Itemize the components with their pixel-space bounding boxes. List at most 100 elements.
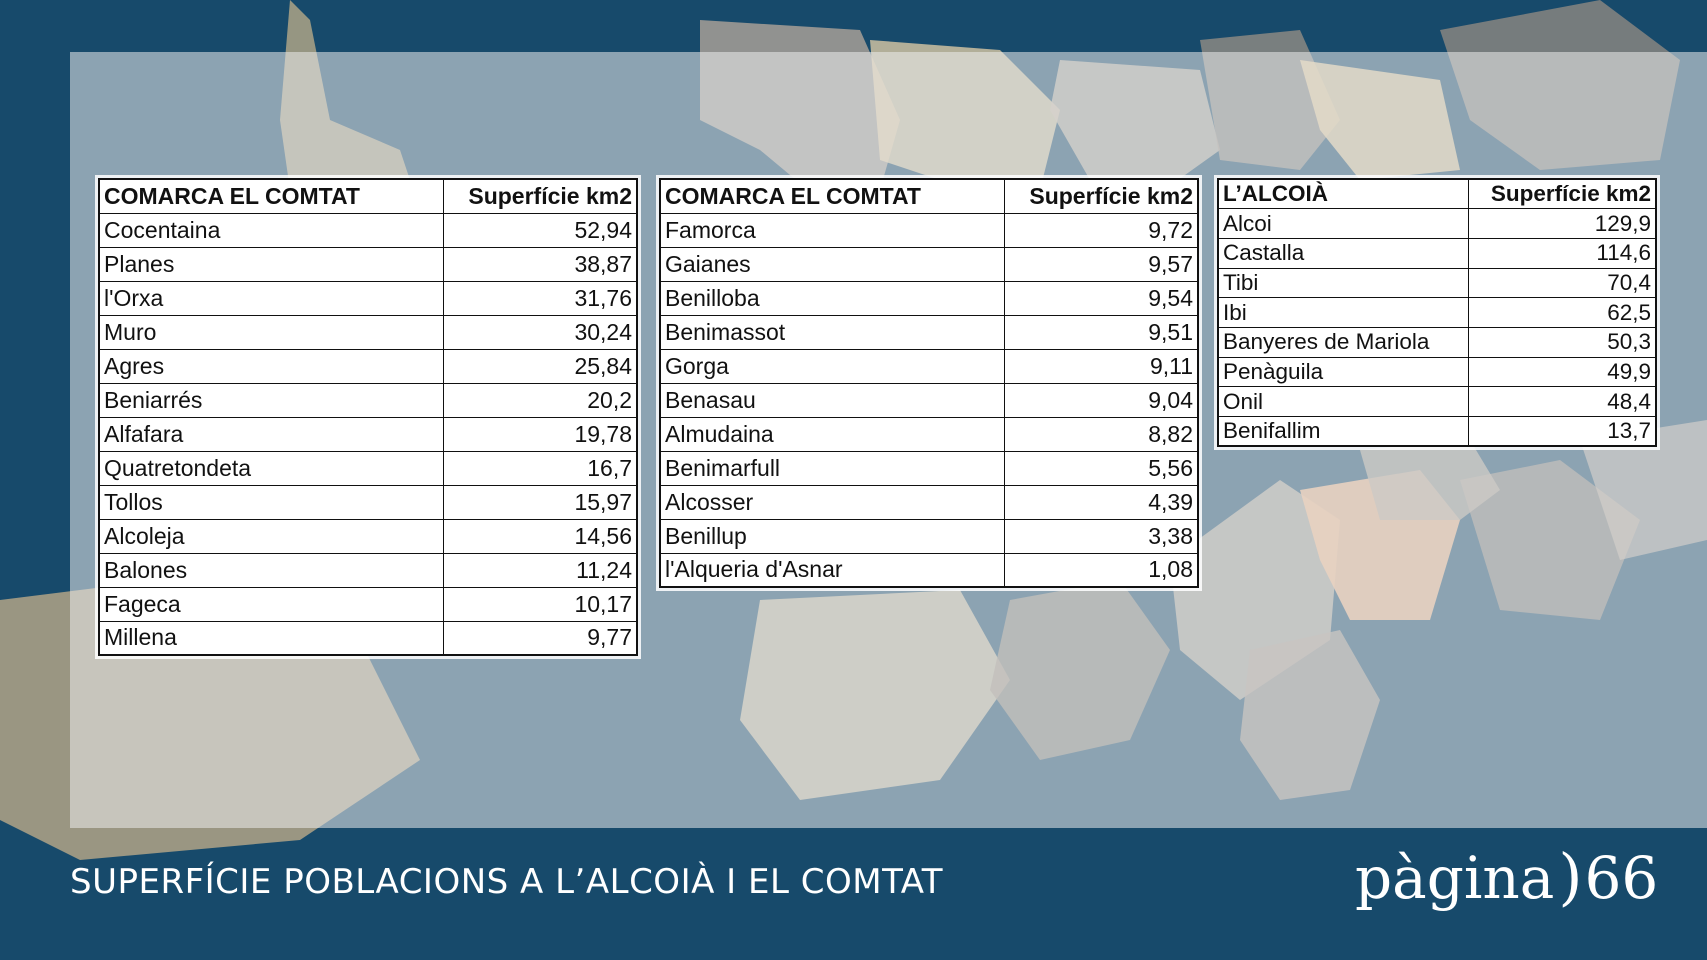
- table-row: Gaianes 9,57: [659, 246, 1199, 282]
- municipality-cell: Alfafara: [98, 416, 444, 452]
- table-row: Famorca 9,72: [659, 212, 1199, 248]
- area-cell: 3,38: [1003, 518, 1199, 554]
- municipality-cell: Tollos: [98, 484, 444, 520]
- municipality-cell: Benimassot: [659, 314, 1005, 350]
- area-cell: 10,17: [442, 586, 638, 622]
- municipality-cell: Benillup: [659, 518, 1005, 554]
- area-cell: 52,94: [442, 212, 638, 248]
- area-cell: 49,9: [1467, 356, 1657, 388]
- table-row: Tollos 15,97: [98, 484, 638, 520]
- area-cell: 9,57: [1003, 246, 1199, 282]
- table-row: Balones 11,24: [98, 552, 638, 588]
- area-cell: 15,97: [442, 484, 638, 520]
- municipality-cell: Penàguila: [1217, 356, 1469, 388]
- table-row: Onil 48,4: [1217, 386, 1657, 417]
- municipality-cell: Millena: [98, 620, 444, 656]
- municipality-cell: Benasau: [659, 382, 1005, 418]
- table-row: Alcoi 129,9: [1217, 208, 1657, 239]
- area-cell: 20,2: [442, 382, 638, 418]
- table-row: Almudaina 8,82: [659, 416, 1199, 452]
- area-cell: 13,7: [1467, 416, 1657, 447]
- area-cell: 8,82: [1003, 416, 1199, 452]
- municipality-cell: Alcoi: [1217, 208, 1469, 239]
- table-row: Castalla 114,6: [1217, 237, 1657, 269]
- area-cell: 62,5: [1467, 297, 1657, 328]
- municipality-cell: Agres: [98, 348, 444, 384]
- municipality-cell: l'Alqueria d'Asnar: [659, 552, 1005, 588]
- column-header-area: Superfície km2: [442, 178, 638, 214]
- table-row: Alfafara 19,78: [98, 416, 638, 452]
- municipality-cell: Quatretondeta: [98, 450, 444, 486]
- area-cell: 9,11: [1003, 348, 1199, 384]
- municipality-cell: Benimarfull: [659, 450, 1005, 486]
- table-row: Benifallim 13,7: [1217, 416, 1657, 447]
- municipality-cell: Alcoleja: [98, 518, 444, 554]
- table-row: Benimarfull 5,56: [659, 450, 1199, 486]
- area-cell: 9,54: [1003, 280, 1199, 316]
- table-row: Quatretondeta 16,7: [98, 450, 638, 486]
- area-cell: 19,78: [442, 416, 638, 452]
- municipality-cell: Balones: [98, 552, 444, 588]
- table-row: Fageca 10,17: [98, 586, 638, 622]
- municipality-cell: Ibi: [1217, 297, 1469, 328]
- area-cell: 48,4: [1467, 386, 1657, 417]
- table-row: Alcosser 4,39: [659, 484, 1199, 520]
- area-cell: 70,4: [1467, 267, 1657, 299]
- table-row: Benimassot 9,51: [659, 314, 1199, 350]
- area-cell: 9,04: [1003, 382, 1199, 418]
- area-cell: 129,9: [1467, 208, 1657, 239]
- column-header-municipality: COMARCA EL COMTAT: [98, 178, 444, 214]
- area-cell: 9,51: [1003, 314, 1199, 350]
- municipality-cell: Muro: [98, 314, 444, 350]
- logo-number: 66: [1584, 844, 1659, 912]
- table-row: Benillup 3,38: [659, 518, 1199, 554]
- table-row: Penàguila 49,9: [1217, 356, 1657, 388]
- municipality-cell: Planes: [98, 246, 444, 282]
- table-header-row: COMARCA EL COMTAT Superfície km2: [98, 178, 638, 214]
- table-row: Muro 30,24: [98, 314, 638, 350]
- table-row: Agres 25,84: [98, 348, 638, 384]
- municipality-cell: Alcosser: [659, 484, 1005, 520]
- table-row: l'Alqueria d'Asnar 1,08: [659, 552, 1199, 588]
- area-cell: 14,56: [442, 518, 638, 554]
- table-row: Benilloba 9,54: [659, 280, 1199, 316]
- area-cell: 31,76: [442, 280, 638, 316]
- table-el-comtat-2: COMARCA EL COMTAT Superfície km2 Famorca…: [659, 178, 1199, 588]
- municipality-cell: l'Orxa: [98, 280, 444, 316]
- table-row: Tibi 70,4: [1217, 267, 1657, 299]
- table-el-comtat-1: COMARCA EL COMTAT Superfície km2 Cocenta…: [98, 178, 638, 656]
- column-header-area: Superfície km2: [1003, 178, 1199, 214]
- table-row: Benasau 9,04: [659, 382, 1199, 418]
- logo-paren: ): [1558, 840, 1583, 913]
- area-cell: 38,87: [442, 246, 638, 282]
- municipality-cell: Benilloba: [659, 280, 1005, 316]
- area-cell: 114,6: [1467, 237, 1657, 269]
- municipality-cell: Tibi: [1217, 267, 1469, 299]
- area-cell: 25,84: [442, 348, 638, 384]
- table-header-row: L’ALCOIÀ Superfície km2: [1217, 178, 1657, 210]
- municipality-cell: Onil: [1217, 386, 1469, 417]
- area-cell: 50,3: [1467, 326, 1657, 358]
- municipality-cell: Banyeres de Mariola: [1217, 326, 1469, 358]
- area-cell: 9,77: [442, 620, 638, 656]
- municipality-cell: Castalla: [1217, 237, 1469, 269]
- table-row: Alcoleja 14,56: [98, 518, 638, 554]
- area-cell: 9,72: [1003, 212, 1199, 248]
- column-header-area: Superfície km2: [1467, 178, 1657, 210]
- area-cell: 1,08: [1003, 552, 1199, 588]
- table-row: Planes 38,87: [98, 246, 638, 282]
- table-row: Cocentaina 52,94: [98, 212, 638, 248]
- table-row: Ibi 62,5: [1217, 297, 1657, 328]
- municipality-cell: Fageca: [98, 586, 444, 622]
- municipality-cell: Beniarrés: [98, 382, 444, 418]
- area-cell: 11,24: [442, 552, 638, 588]
- municipality-cell: Famorca: [659, 212, 1005, 248]
- table-header-row: COMARCA EL COMTAT Superfície km2: [659, 178, 1199, 214]
- municipality-cell: Almudaina: [659, 416, 1005, 452]
- municipality-cell: Gaianes: [659, 246, 1005, 282]
- table-row: Gorga 9,11: [659, 348, 1199, 384]
- table-row: Millena 9,77: [98, 620, 638, 656]
- area-cell: 16,7: [442, 450, 638, 486]
- municipality-cell: Gorga: [659, 348, 1005, 384]
- table-row: Banyeres de Mariola 50,3: [1217, 326, 1657, 358]
